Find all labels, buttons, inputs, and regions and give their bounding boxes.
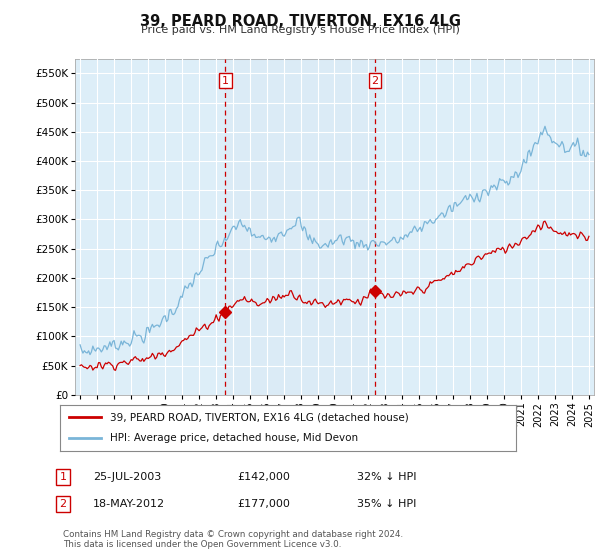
Text: 1: 1 [222,76,229,86]
Text: £177,000: £177,000 [237,499,290,509]
Bar [225,59,375,395]
Text: Contains HM Land Registry data © Crown copyright and database right 2024.: Contains HM Land Registry data © Crown c… [63,530,403,539]
Text: 35% ↓ HPI: 35% ↓ HPI [357,499,416,509]
Text: 32% ↓ HPI: 32% ↓ HPI [357,472,416,482]
Text: 39, PEARD ROAD, TIVERTON, EX16 4LG (detached house): 39, PEARD ROAD, TIVERTON, EX16 4LG (deta… [110,412,409,422]
Text: 25-JUL-2003: 25-JUL-2003 [93,472,161,482]
Text: 18-MAY-2012: 18-MAY-2012 [93,499,165,509]
Text: 1: 1 [59,472,67,482]
Text: 2: 2 [371,76,379,86]
Text: This data is licensed under the Open Government Licence v3.0.: This data is licensed under the Open Gov… [63,540,341,549]
Text: £142,000: £142,000 [237,472,290,482]
Text: 39, PEARD ROAD, TIVERTON, EX16 4LG: 39, PEARD ROAD, TIVERTON, EX16 4LG [139,14,461,29]
Text: 2: 2 [59,499,67,509]
Text: HPI: Average price, detached house, Mid Devon: HPI: Average price, detached house, Mid … [110,433,358,444]
Text: Price paid vs. HM Land Registry's House Price Index (HPI): Price paid vs. HM Land Registry's House … [140,25,460,35]
